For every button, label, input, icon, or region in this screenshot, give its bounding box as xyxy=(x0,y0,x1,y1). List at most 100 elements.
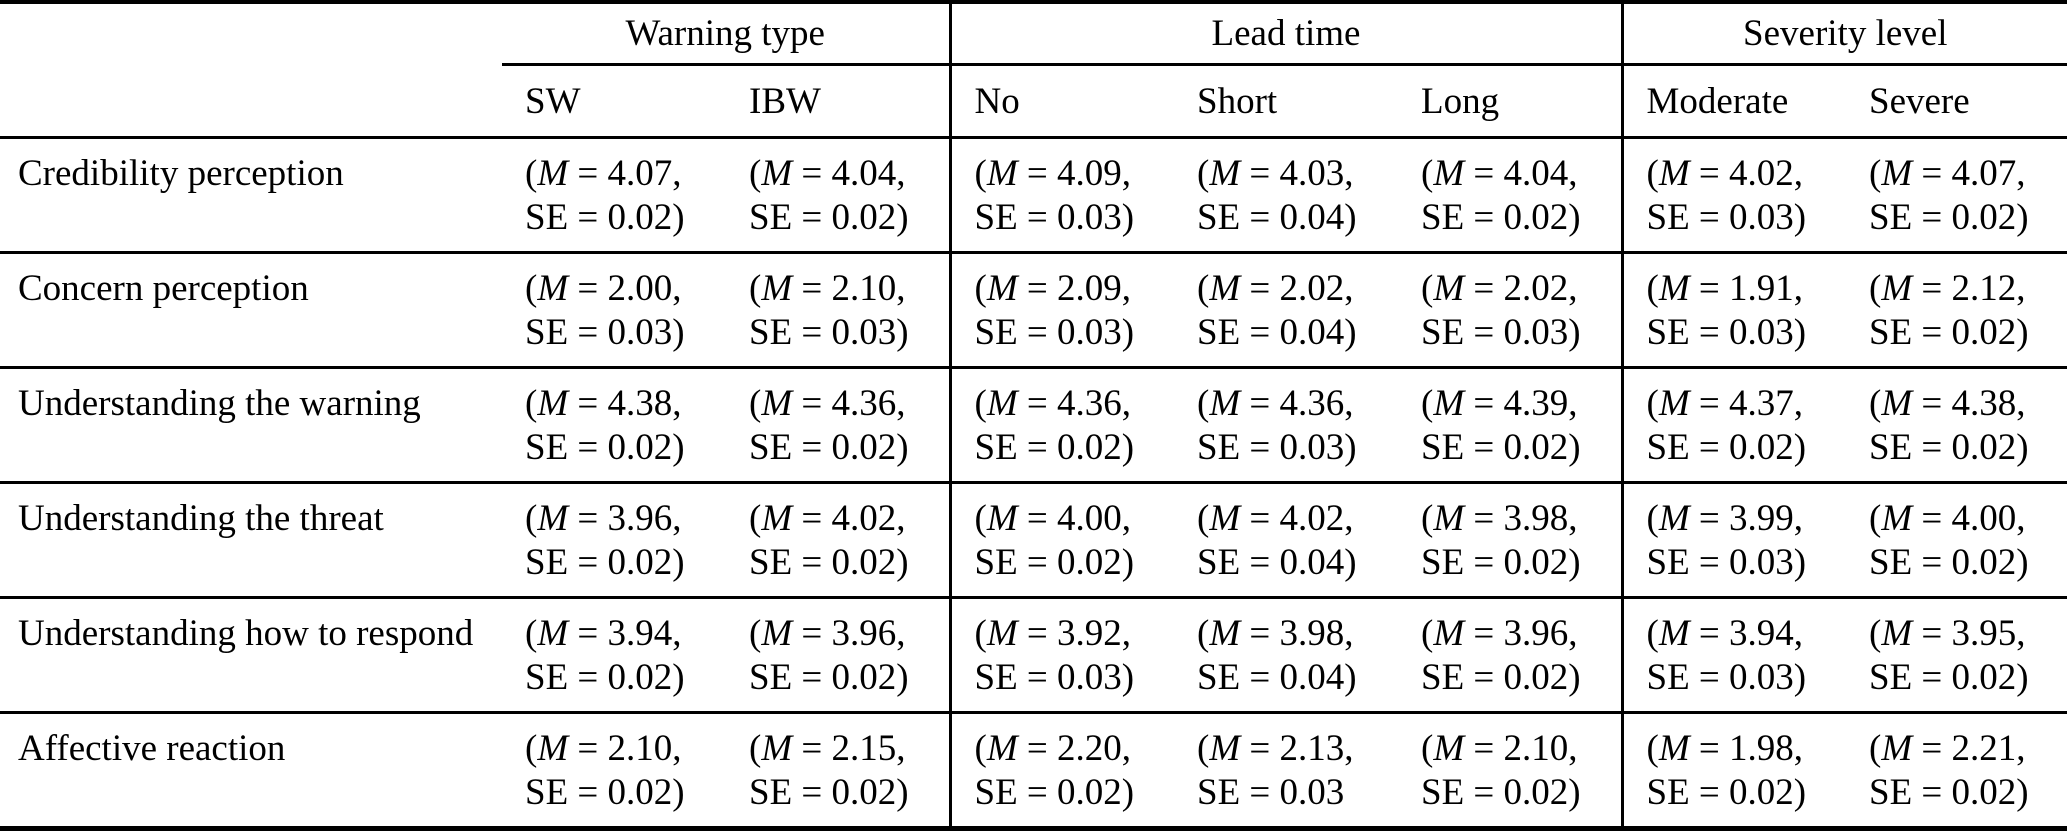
stat-cell: (M = 2.10, SE = 0.03) xyxy=(726,252,950,369)
se-line: SE = 0.03) xyxy=(525,311,685,353)
mean-line: (M = 4.07, xyxy=(1869,153,2026,194)
row-label: Credibility perception xyxy=(0,137,502,254)
stat-cell: (M = 4.37, SE = 0.02) xyxy=(1620,367,1846,484)
mean-line: (M = 2.20, xyxy=(974,727,1132,769)
mean-symbol: M xyxy=(761,727,793,769)
mean-symbol: M xyxy=(986,153,1018,194)
stat-cell: (M = 4.09, SE = 0.03) xyxy=(948,137,1174,254)
mean-symbol: M xyxy=(1433,153,1465,194)
se-line: SE = 0.02) xyxy=(749,541,909,583)
stat-cell: (M = 3.95, SE = 0.02) xyxy=(1846,597,2067,714)
stat-cell: (M = 4.03, SE = 0.04) xyxy=(1174,137,1398,254)
row-label: Affective reaction xyxy=(18,727,286,769)
table-body: Credibility perception (M = 4.07, SE = 0.0… xyxy=(0,137,2067,829)
stat-cell: (M = 4.02, SE = 0.03) xyxy=(1620,137,1846,254)
se-line: SE = 0.02) xyxy=(974,426,1135,468)
stat-cell: (M = 4.02, SE = 0.04) xyxy=(1174,482,1398,599)
mean-symbol: M xyxy=(1433,612,1465,654)
mean-symbol: M xyxy=(1881,727,1913,769)
stat-cell: (M = 4.38, SE = 0.02) xyxy=(502,367,726,484)
se-line: SE = 0.02) xyxy=(974,541,1135,583)
mean-symbol: M xyxy=(1658,612,1690,654)
mean-symbol: M xyxy=(1433,382,1465,424)
stub-cell xyxy=(0,64,502,139)
mean-line: (M = 2.10, xyxy=(1421,727,1578,769)
mean-symbol: M xyxy=(537,497,569,539)
row-label: Understanding how to respond xyxy=(0,597,502,714)
se-line: SE = 0.02) xyxy=(1869,426,2029,468)
se-line: SE = 0.02) xyxy=(525,197,685,238)
stat-cell: (M = 3.99, SE = 0.03) xyxy=(1620,482,1846,599)
group-header-row: Warning type Lead time Severity level xyxy=(0,2,2067,66)
mean-line: (M = 4.02, xyxy=(1646,153,1804,194)
se-line: SE = 0.02) xyxy=(1421,426,1581,468)
mean-symbol: M xyxy=(1881,382,1913,424)
mean-line: (M = 4.02, xyxy=(1197,497,1354,539)
mean-line: (M = 1.91, xyxy=(1646,267,1804,309)
se-line: SE = 0.03) xyxy=(1646,311,1807,353)
mean-symbol: M xyxy=(986,267,1018,309)
column-header-ibw: IBW xyxy=(726,64,950,139)
stat-cell: (M = 2.09, SE = 0.03) xyxy=(948,252,1174,369)
mean-line: (M = 2.15, xyxy=(749,727,906,769)
se-line: SE = 0.02) xyxy=(1646,426,1807,468)
mean-line: (M = 4.07, xyxy=(525,153,682,194)
mean-line: (M = 4.04, xyxy=(749,153,906,194)
stat-cell: (M = 2.10, SE = 0.02) xyxy=(1398,712,1622,828)
mean-line: (M = 2.02, xyxy=(1197,267,1354,309)
stat-cell: (M = 4.07, SE = 0.02) xyxy=(502,137,726,254)
mean-line: (M = 2.00, xyxy=(525,267,682,309)
stat-cell: (M = 2.20, SE = 0.02) xyxy=(948,712,1174,829)
table-row: Understanding the threat (M = 3.96, SE = 0… xyxy=(0,482,2067,599)
column-header-long: Long xyxy=(1398,64,1622,139)
stat-cell: (M = 2.13, SE = 0.03 xyxy=(1174,712,1398,828)
se-line: SE = 0.02) xyxy=(1421,771,1581,813)
stat-cell: (M = 4.07, SE = 0.02) xyxy=(1846,137,2067,254)
stat-cell: (M = 1.98, SE = 0.02) xyxy=(1620,712,1846,829)
mean-line: (M = 3.96, xyxy=(749,612,906,654)
mean-symbol: M xyxy=(1881,153,1913,194)
se-line: SE = 0.02) xyxy=(525,541,685,583)
mean-symbol: M xyxy=(1209,153,1241,194)
mean-symbol: M xyxy=(761,497,793,539)
mean-symbol: M xyxy=(1433,267,1465,309)
stat-cell: (M = 4.39, SE = 0.02) xyxy=(1398,367,1622,484)
mean-line: (M = 4.04, xyxy=(1421,153,1578,194)
mean-line: (M = 4.36, xyxy=(1197,382,1354,424)
mean-symbol: M xyxy=(986,727,1018,769)
stat-cell: (M = 3.96, SE = 0.02) xyxy=(1398,597,1622,714)
stat-cell: (M = 4.00, SE = 0.02) xyxy=(1846,482,2067,599)
se-line: SE = 0.03) xyxy=(1646,197,1807,238)
mean-line: (M = 3.92, xyxy=(974,612,1132,654)
se-line: SE = 0.02) xyxy=(1421,197,1581,238)
se-line: SE = 0.02) xyxy=(525,656,685,698)
se-line: SE = 0.03) xyxy=(1197,426,1357,468)
mean-line: (M = 2.12, xyxy=(1869,267,2026,309)
mean-symbol: M xyxy=(1209,727,1241,769)
mean-line: (M = 3.98, xyxy=(1197,612,1354,654)
mean-line: (M = 4.00, xyxy=(974,497,1132,539)
mean-line: (M = 3.96, xyxy=(1421,612,1578,654)
mean-line: (M = 2.13, xyxy=(1197,727,1354,769)
table-row: Affective reaction (M = 2.10, SE = 0.02) (M… xyxy=(0,712,2067,829)
mean-line: (M = 2.10, xyxy=(525,727,682,769)
column-header-short: Short xyxy=(1174,64,1398,139)
stat-cell: (M = 4.00, SE = 0.02) xyxy=(948,482,1174,599)
mean-symbol: M xyxy=(761,612,793,654)
mean-line: (M = 4.36, xyxy=(749,382,906,424)
mean-line: (M = 3.99, xyxy=(1646,497,1804,539)
mean-line: (M = 4.37, xyxy=(1646,382,1804,424)
stat-cell: (M = 3.94, SE = 0.02) xyxy=(502,597,726,714)
mean-line: (M = 4.00, xyxy=(1869,497,2026,539)
mean-symbol: M xyxy=(1881,497,1913,539)
se-line: SE = 0.03) xyxy=(1421,311,1581,353)
mean-line: (M = 4.02, xyxy=(749,497,906,539)
stat-cell: (M = 3.98, SE = 0.02) xyxy=(1398,482,1622,599)
row-label: Concern perception xyxy=(0,252,502,369)
stat-cell: (M = 2.10, SE = 0.02) xyxy=(502,712,726,828)
stat-cell: (M = 4.36, SE = 0.02) xyxy=(948,367,1174,484)
mean-symbol: M xyxy=(761,153,793,194)
mean-line: (M = 2.09, xyxy=(974,267,1132,309)
stat-cell: (M = 3.96, SE = 0.02) xyxy=(502,482,726,599)
